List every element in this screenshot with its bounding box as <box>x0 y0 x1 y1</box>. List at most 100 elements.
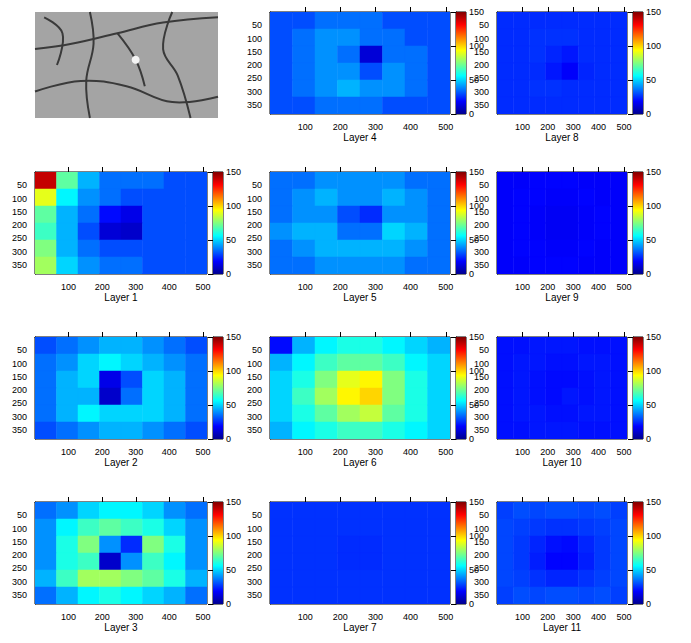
svg-text:300: 300 <box>128 612 143 622</box>
svg-text:150: 150 <box>247 372 262 382</box>
svg-text:150: 150 <box>226 167 241 177</box>
svg-text:200: 200 <box>540 612 555 622</box>
svg-text:150: 150 <box>474 372 489 382</box>
svg-text:150: 150 <box>226 332 241 342</box>
svg-text:Layer 6: Layer 6 <box>343 457 377 468</box>
svg-text:200: 200 <box>333 282 348 292</box>
svg-text:150: 150 <box>226 497 241 507</box>
svg-text:400: 400 <box>403 612 418 622</box>
svg-text:300: 300 <box>368 282 383 292</box>
svg-text:300: 300 <box>368 122 383 132</box>
svg-text:250: 250 <box>474 233 489 243</box>
svg-text:50: 50 <box>252 510 262 520</box>
svg-text:200: 200 <box>247 550 262 560</box>
svg-text:50: 50 <box>252 20 262 30</box>
svg-text:50: 50 <box>17 345 27 355</box>
svg-text:250: 250 <box>12 233 27 243</box>
svg-text:100: 100 <box>247 34 262 44</box>
svg-text:0: 0 <box>469 599 474 609</box>
svg-text:250: 250 <box>247 73 262 83</box>
svg-text:150: 150 <box>646 167 661 177</box>
svg-text:0: 0 <box>469 434 474 444</box>
svg-text:250: 250 <box>474 563 489 573</box>
svg-text:50: 50 <box>226 400 236 410</box>
svg-text:300: 300 <box>566 282 581 292</box>
svg-text:100: 100 <box>12 359 27 369</box>
svg-text:300: 300 <box>12 247 27 257</box>
svg-text:300: 300 <box>247 577 262 587</box>
svg-text:100: 100 <box>298 612 313 622</box>
svg-text:350: 350 <box>247 260 262 270</box>
svg-text:100: 100 <box>226 366 241 376</box>
svg-text:400: 400 <box>403 282 418 292</box>
svg-text:200: 200 <box>12 220 27 230</box>
svg-text:500: 500 <box>616 282 631 292</box>
svg-text:100: 100 <box>646 366 661 376</box>
svg-text:350: 350 <box>247 100 262 110</box>
svg-text:100: 100 <box>474 34 489 44</box>
svg-text:400: 400 <box>591 282 606 292</box>
svg-text:100: 100 <box>226 201 241 211</box>
svg-text:Layer 3: Layer 3 <box>104 622 138 633</box>
svg-text:350: 350 <box>474 425 489 435</box>
svg-text:0: 0 <box>469 269 474 279</box>
svg-text:500: 500 <box>438 282 453 292</box>
svg-text:100: 100 <box>61 447 76 457</box>
svg-text:100: 100 <box>12 194 27 204</box>
svg-text:300: 300 <box>247 87 262 97</box>
svg-text:250: 250 <box>247 233 262 243</box>
svg-text:200: 200 <box>474 60 489 70</box>
svg-text:200: 200 <box>247 60 262 70</box>
svg-text:150: 150 <box>646 497 661 507</box>
svg-text:Layer 5: Layer 5 <box>343 292 377 303</box>
svg-text:100: 100 <box>298 282 313 292</box>
svg-text:300: 300 <box>247 247 262 257</box>
svg-text:500: 500 <box>438 447 453 457</box>
svg-text:0: 0 <box>469 109 474 119</box>
svg-text:150: 150 <box>12 372 27 382</box>
svg-text:50: 50 <box>479 510 489 520</box>
svg-text:350: 350 <box>474 260 489 270</box>
svg-text:200: 200 <box>474 550 489 560</box>
svg-text:150: 150 <box>12 207 27 217</box>
svg-text:50: 50 <box>226 235 236 245</box>
svg-text:400: 400 <box>591 612 606 622</box>
svg-text:150: 150 <box>646 7 661 17</box>
svg-text:50: 50 <box>17 510 27 520</box>
svg-text:300: 300 <box>128 447 143 457</box>
svg-text:300: 300 <box>474 412 489 422</box>
svg-text:50: 50 <box>252 180 262 190</box>
svg-text:100: 100 <box>515 282 530 292</box>
svg-text:150: 150 <box>469 7 484 17</box>
svg-text:350: 350 <box>247 425 262 435</box>
svg-text:50: 50 <box>226 565 236 575</box>
svg-text:200: 200 <box>474 220 489 230</box>
svg-text:500: 500 <box>195 282 210 292</box>
svg-text:50: 50 <box>252 345 262 355</box>
svg-text:500: 500 <box>195 447 210 457</box>
svg-text:Layer 9: Layer 9 <box>545 292 579 303</box>
svg-text:400: 400 <box>162 447 177 457</box>
svg-text:100: 100 <box>646 201 661 211</box>
svg-text:100: 100 <box>247 359 262 369</box>
svg-text:200: 200 <box>333 612 348 622</box>
svg-text:350: 350 <box>247 590 262 600</box>
svg-text:250: 250 <box>12 563 27 573</box>
svg-text:100: 100 <box>646 531 661 541</box>
svg-text:200: 200 <box>540 447 555 457</box>
svg-text:200: 200 <box>95 612 110 622</box>
svg-text:100: 100 <box>474 194 489 204</box>
svg-text:300: 300 <box>566 447 581 457</box>
svg-text:350: 350 <box>474 100 489 110</box>
svg-text:Layer 1: Layer 1 <box>104 292 138 303</box>
svg-text:Layer 4: Layer 4 <box>343 132 377 143</box>
svg-text:50: 50 <box>646 565 656 575</box>
svg-text:100: 100 <box>474 524 489 534</box>
svg-text:300: 300 <box>566 122 581 132</box>
svg-text:400: 400 <box>403 122 418 132</box>
svg-text:200: 200 <box>12 385 27 395</box>
svg-text:100: 100 <box>247 524 262 534</box>
svg-text:150: 150 <box>469 167 484 177</box>
svg-text:400: 400 <box>591 447 606 457</box>
svg-text:300: 300 <box>12 412 27 422</box>
